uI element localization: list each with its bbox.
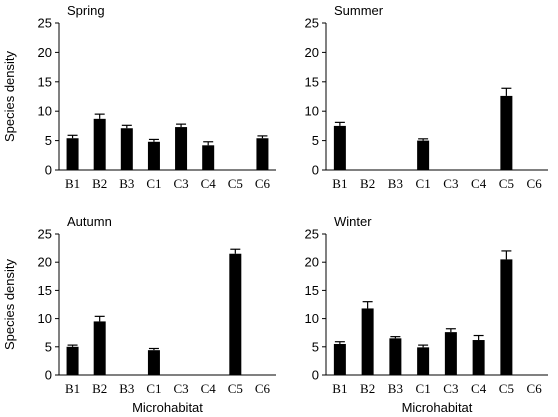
x-tick-label-c5: C5 (499, 176, 514, 191)
bar-c5 (500, 95, 513, 170)
x-tick-label-b1: B1 (332, 176, 347, 191)
panel-title: Autumn (67, 214, 112, 229)
y-tick-label: 20 (305, 255, 319, 270)
bar-c6 (256, 138, 269, 170)
chart-panel-winter: 0 5 10 15 20 25 B1 B2 B3 C1 C3 C4 C5 C6 Winter Microhab… (305, 214, 548, 415)
y-tick-label: 0 (45, 368, 52, 383)
y-tick-label: 15 (38, 74, 52, 89)
x-tick-label-c4: C4 (201, 381, 217, 396)
y-tick-label: 20 (305, 45, 319, 60)
y-tick-label: 5 (45, 339, 52, 354)
chart-panel-spring: 0 5 10 15 20 25 B1 B2 B3 C1 C3 C4 C5 C6 Spring Species … (2, 3, 276, 191)
x-tick-label-c4: C4 (471, 381, 487, 396)
bar-c3 (444, 332, 457, 375)
x-tick-label-b1: B1 (65, 381, 80, 396)
panel-title: Winter (334, 214, 372, 229)
x-tick-label-c3: C3 (443, 176, 458, 191)
y-tick-label: 10 (38, 104, 52, 119)
y-tick-label: 20 (38, 45, 52, 60)
x-tick-label-b3: B3 (119, 176, 134, 191)
x-tick-label-b3: B3 (388, 176, 403, 191)
x-tick-label-b1: B1 (65, 176, 80, 191)
x-tick-label-c6: C6 (527, 176, 543, 191)
x-tick-label-c1: C1 (146, 176, 161, 191)
x-tick-label-c3: C3 (173, 381, 188, 396)
x-tick-label-c1: C1 (146, 381, 161, 396)
x-tick-label-b2: B2 (92, 176, 107, 191)
y-tick-label: 15 (305, 283, 319, 298)
x-tick-label-c1: C1 (416, 381, 431, 396)
chart-panel-autumn: 0 5 10 15 20 25 B1 B2 B3 C1 C3 C4 C5 C6 Autumn Species … (2, 214, 276, 415)
x-axis-title: Microhabitat (132, 400, 203, 415)
x-tick-label-c5: C5 (499, 381, 514, 396)
x-tick-label-c3: C3 (173, 176, 188, 191)
x-tick-label-c5: C5 (228, 176, 243, 191)
y-tick-label: 25 (305, 227, 319, 242)
y-tick-label: 0 (312, 163, 319, 178)
x-tick-label-b2: B2 (360, 381, 375, 396)
y-tick-label: 10 (305, 104, 319, 119)
x-tick-label-b2: B2 (92, 381, 107, 396)
y-axis-title: Species density (2, 50, 17, 142)
y-tick-label: 10 (38, 311, 52, 326)
bar-b3 (389, 338, 402, 375)
x-tick-label-b1: B1 (332, 381, 347, 396)
x-tick-label-c5: C5 (228, 381, 243, 396)
y-tick-label: 25 (305, 16, 319, 31)
bar-c1 (147, 141, 160, 170)
bar-c5 (229, 253, 242, 375)
bar-b1 (66, 138, 79, 170)
bar-b2 (361, 308, 374, 375)
y-tick-label: 25 (38, 227, 52, 242)
x-axis-title: Microhabitat (402, 400, 473, 415)
x-tick-label-c3: C3 (443, 381, 458, 396)
y-tick-label: 5 (45, 133, 52, 148)
x-tick-label-b3: B3 (119, 381, 134, 396)
x-tick-label-c4: C4 (201, 176, 217, 191)
y-tick-label: 20 (38, 255, 52, 270)
panel-title: Summer (334, 3, 384, 18)
y-tick-label: 0 (312, 368, 319, 383)
x-tick-label-c6: C6 (527, 381, 543, 396)
y-tick-label: 15 (38, 283, 52, 298)
bar-b3 (120, 128, 133, 170)
bar-c1 (147, 350, 160, 375)
bar-b1 (333, 343, 346, 375)
y-tick-label: 5 (312, 133, 319, 148)
y-axis-title: Species density (2, 258, 17, 350)
bar-b2 (93, 118, 106, 170)
chart-panel-summer: 0 5 10 15 20 25 B1 B2 B3 C1 C3 C4 C5 C6 Summer (305, 3, 548, 191)
panel-title: Spring (67, 3, 105, 18)
x-tick-label-b2: B2 (360, 176, 375, 191)
y-tick-label: 5 (312, 339, 319, 354)
y-tick-label: 25 (38, 16, 52, 31)
y-tick-label: 10 (305, 311, 319, 326)
y-tick-label: 0 (45, 163, 52, 178)
y-tick-label: 15 (305, 74, 319, 89)
bar-c4 (472, 340, 485, 375)
bar-b1 (333, 125, 346, 170)
bar-c1 (417, 347, 430, 375)
x-tick-label-b3: B3 (388, 381, 403, 396)
x-tick-label-c6: C6 (255, 176, 271, 191)
bar-c1 (417, 140, 430, 170)
bar-b2 (93, 321, 106, 375)
bar-c5 (500, 259, 513, 375)
bar-c3 (175, 127, 188, 170)
bar-c4 (202, 145, 215, 170)
bar-b1 (66, 346, 79, 375)
x-tick-label-c1: C1 (416, 176, 431, 191)
x-tick-label-c6: C6 (255, 381, 271, 396)
x-tick-label-c4: C4 (471, 176, 487, 191)
